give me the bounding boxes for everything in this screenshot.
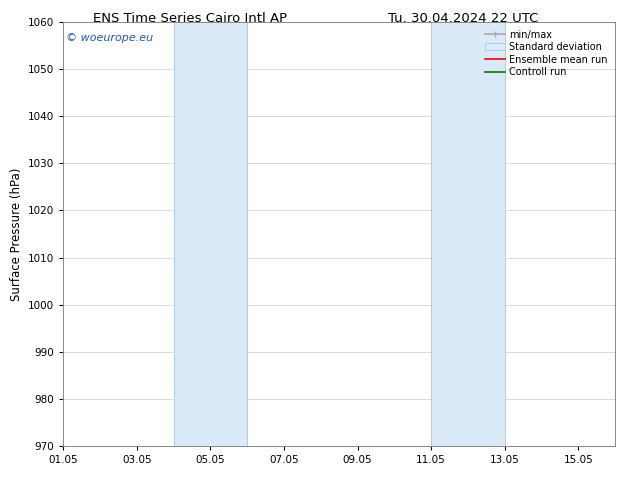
Bar [174,22,247,446]
Text: Tu. 30.04.2024 22 UTC: Tu. 30.04.2024 22 UTC [387,12,538,25]
Text: ENS Time Series Cairo Intl AP: ENS Time Series Cairo Intl AP [93,12,287,25]
Y-axis label: Surface Pressure (hPa): Surface Pressure (hPa) [10,167,23,301]
Legend: min/max, Standard deviation, Ensemble mean run, Controll run: min/max, Standard deviation, Ensemble me… [482,27,610,80]
Bar [431,22,505,446]
Text: © woeurope.eu: © woeurope.eu [66,33,153,43]
